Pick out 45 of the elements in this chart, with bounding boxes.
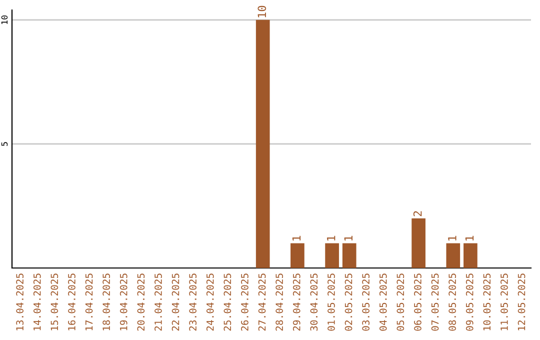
data-label: 1	[344, 236, 352, 240]
x-tick-label: 05.05.2025	[396, 274, 404, 331]
x-tick-label: 16.04.2025	[68, 274, 76, 330]
x-tick-label: 18.04.2025	[102, 274, 110, 330]
x-tick-label: 17.04.2025	[85, 274, 93, 330]
x-tick-label: 25.04.2025	[224, 274, 232, 331]
x-tick-label: 20.04.2025	[137, 274, 145, 331]
x-tick-label: 29.04.2025	[292, 274, 300, 331]
bar	[446, 243, 460, 268]
x-tick-label: 12.05.2025	[518, 274, 526, 330]
x-tick-label: 27.04.2025	[258, 274, 266, 331]
data-label: 1	[465, 236, 474, 240]
x-tick-label: 11.05.2025	[500, 274, 508, 330]
x-tick-label: 13.04.2025	[16, 274, 24, 330]
x-tick-label: 02.05.2025	[344, 274, 352, 331]
x-tick-label: 24.04.2025	[206, 274, 214, 331]
x-tick-label: 07.05.2025	[431, 274, 439, 331]
x-tick-label: 15.04.2025	[50, 274, 58, 330]
data-label: 10	[258, 6, 266, 18]
x-tick-label: 08.05.2025	[448, 274, 456, 331]
data-label: 1	[327, 236, 336, 240]
x-tick-label: 26.04.2025	[241, 274, 248, 331]
bar	[256, 20, 270, 268]
x-tick-label: 03.05.2025	[362, 274, 370, 331]
bar	[342, 243, 356, 268]
x-tick-label: 21.04.2025	[154, 274, 162, 331]
x-tick-label: 30.04.2025	[310, 274, 318, 331]
data-label: 1	[448, 236, 456, 240]
bar	[464, 243, 478, 268]
bar	[290, 243, 304, 268]
x-tick-label: 04.05.2025	[379, 274, 387, 331]
x-tick-label: 14.04.2025	[33, 274, 41, 330]
x-tick-label: 19.04.2025	[120, 274, 128, 330]
y-tick-label: 5	[1, 142, 8, 146]
x-tick-label: 01.05.2025	[328, 274, 335, 331]
data-label: 1	[292, 236, 301, 240]
bar	[412, 218, 426, 268]
x-tick-label: 28.04.2025	[276, 274, 283, 331]
x-tick-label: 09.05.2025	[466, 274, 474, 331]
bar	[325, 243, 339, 268]
x-tick-label: 22.04.2025	[172, 274, 180, 331]
x-tick-label: 10.05.2025	[483, 274, 491, 330]
data-label: 2	[413, 211, 422, 216]
x-tick-label: 23.04.2025	[189, 274, 196, 331]
x-tick-label: 06.05.2025	[414, 274, 422, 331]
